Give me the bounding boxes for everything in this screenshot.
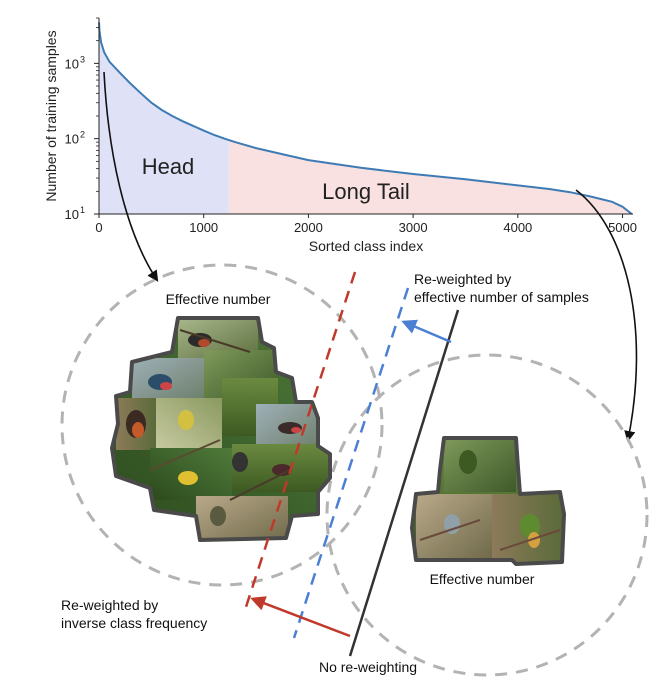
- blue-shift-arrow: [401, 319, 452, 344]
- right-cluster-circle: [325, 353, 649, 677]
- tail-to-cluster-arrow: [575, 189, 638, 443]
- x-axis-label: Sorted class index: [309, 238, 423, 254]
- x-tick-label: 4000: [503, 220, 532, 235]
- right-cluster-label: Effective number: [430, 571, 535, 587]
- y-tick-exponent: 2: [80, 130, 85, 140]
- blue-label-line1: Re-weighted by: [414, 271, 511, 287]
- long-tail-region-label: Long Tail: [322, 179, 410, 204]
- y-tick-label: 10: [65, 132, 79, 147]
- x-tick-label: 3000: [399, 220, 428, 235]
- head-to-cluster-arrow: [103, 71, 159, 282]
- left-cluster-circle: [60, 263, 384, 587]
- y-tick-exponent: 1: [80, 205, 85, 215]
- no-reweighting-boundary: [348, 309, 460, 657]
- red-label-line2: inverse class frequency: [61, 615, 207, 631]
- x-tick-label: 5000: [608, 220, 637, 235]
- blue-label-line2: effective number of samples: [414, 289, 589, 305]
- y-tick-label: 10: [65, 56, 79, 71]
- x-tick-label: 2000: [294, 220, 323, 235]
- long-tail-region: [228, 140, 632, 214]
- x-ticks: 0 1000 2000 3000 4000 5000: [95, 214, 637, 235]
- x-tick-label: 1000: [189, 220, 218, 235]
- tail-class-image-collage: [410, 436, 566, 566]
- no-reweighting-label: No re-weighting: [319, 659, 417, 675]
- y-tick-exponent: 3: [80, 54, 85, 64]
- head-region-label: Head: [142, 154, 195, 179]
- x-tick-label: 0: [95, 220, 102, 235]
- head-class-image-collage: [110, 316, 332, 542]
- y-tick-label: 10: [65, 207, 79, 222]
- red-shift-arrow: [250, 596, 351, 638]
- head-region: [99, 22, 229, 215]
- series-line: [98, 22, 633, 215]
- left-cluster-label: Effective number: [166, 291, 271, 307]
- blue-dashed-boundary: [292, 287, 410, 639]
- red-label-line1: Re-weighted by: [61, 597, 158, 613]
- y-axis-label: Number of training samples: [43, 30, 59, 201]
